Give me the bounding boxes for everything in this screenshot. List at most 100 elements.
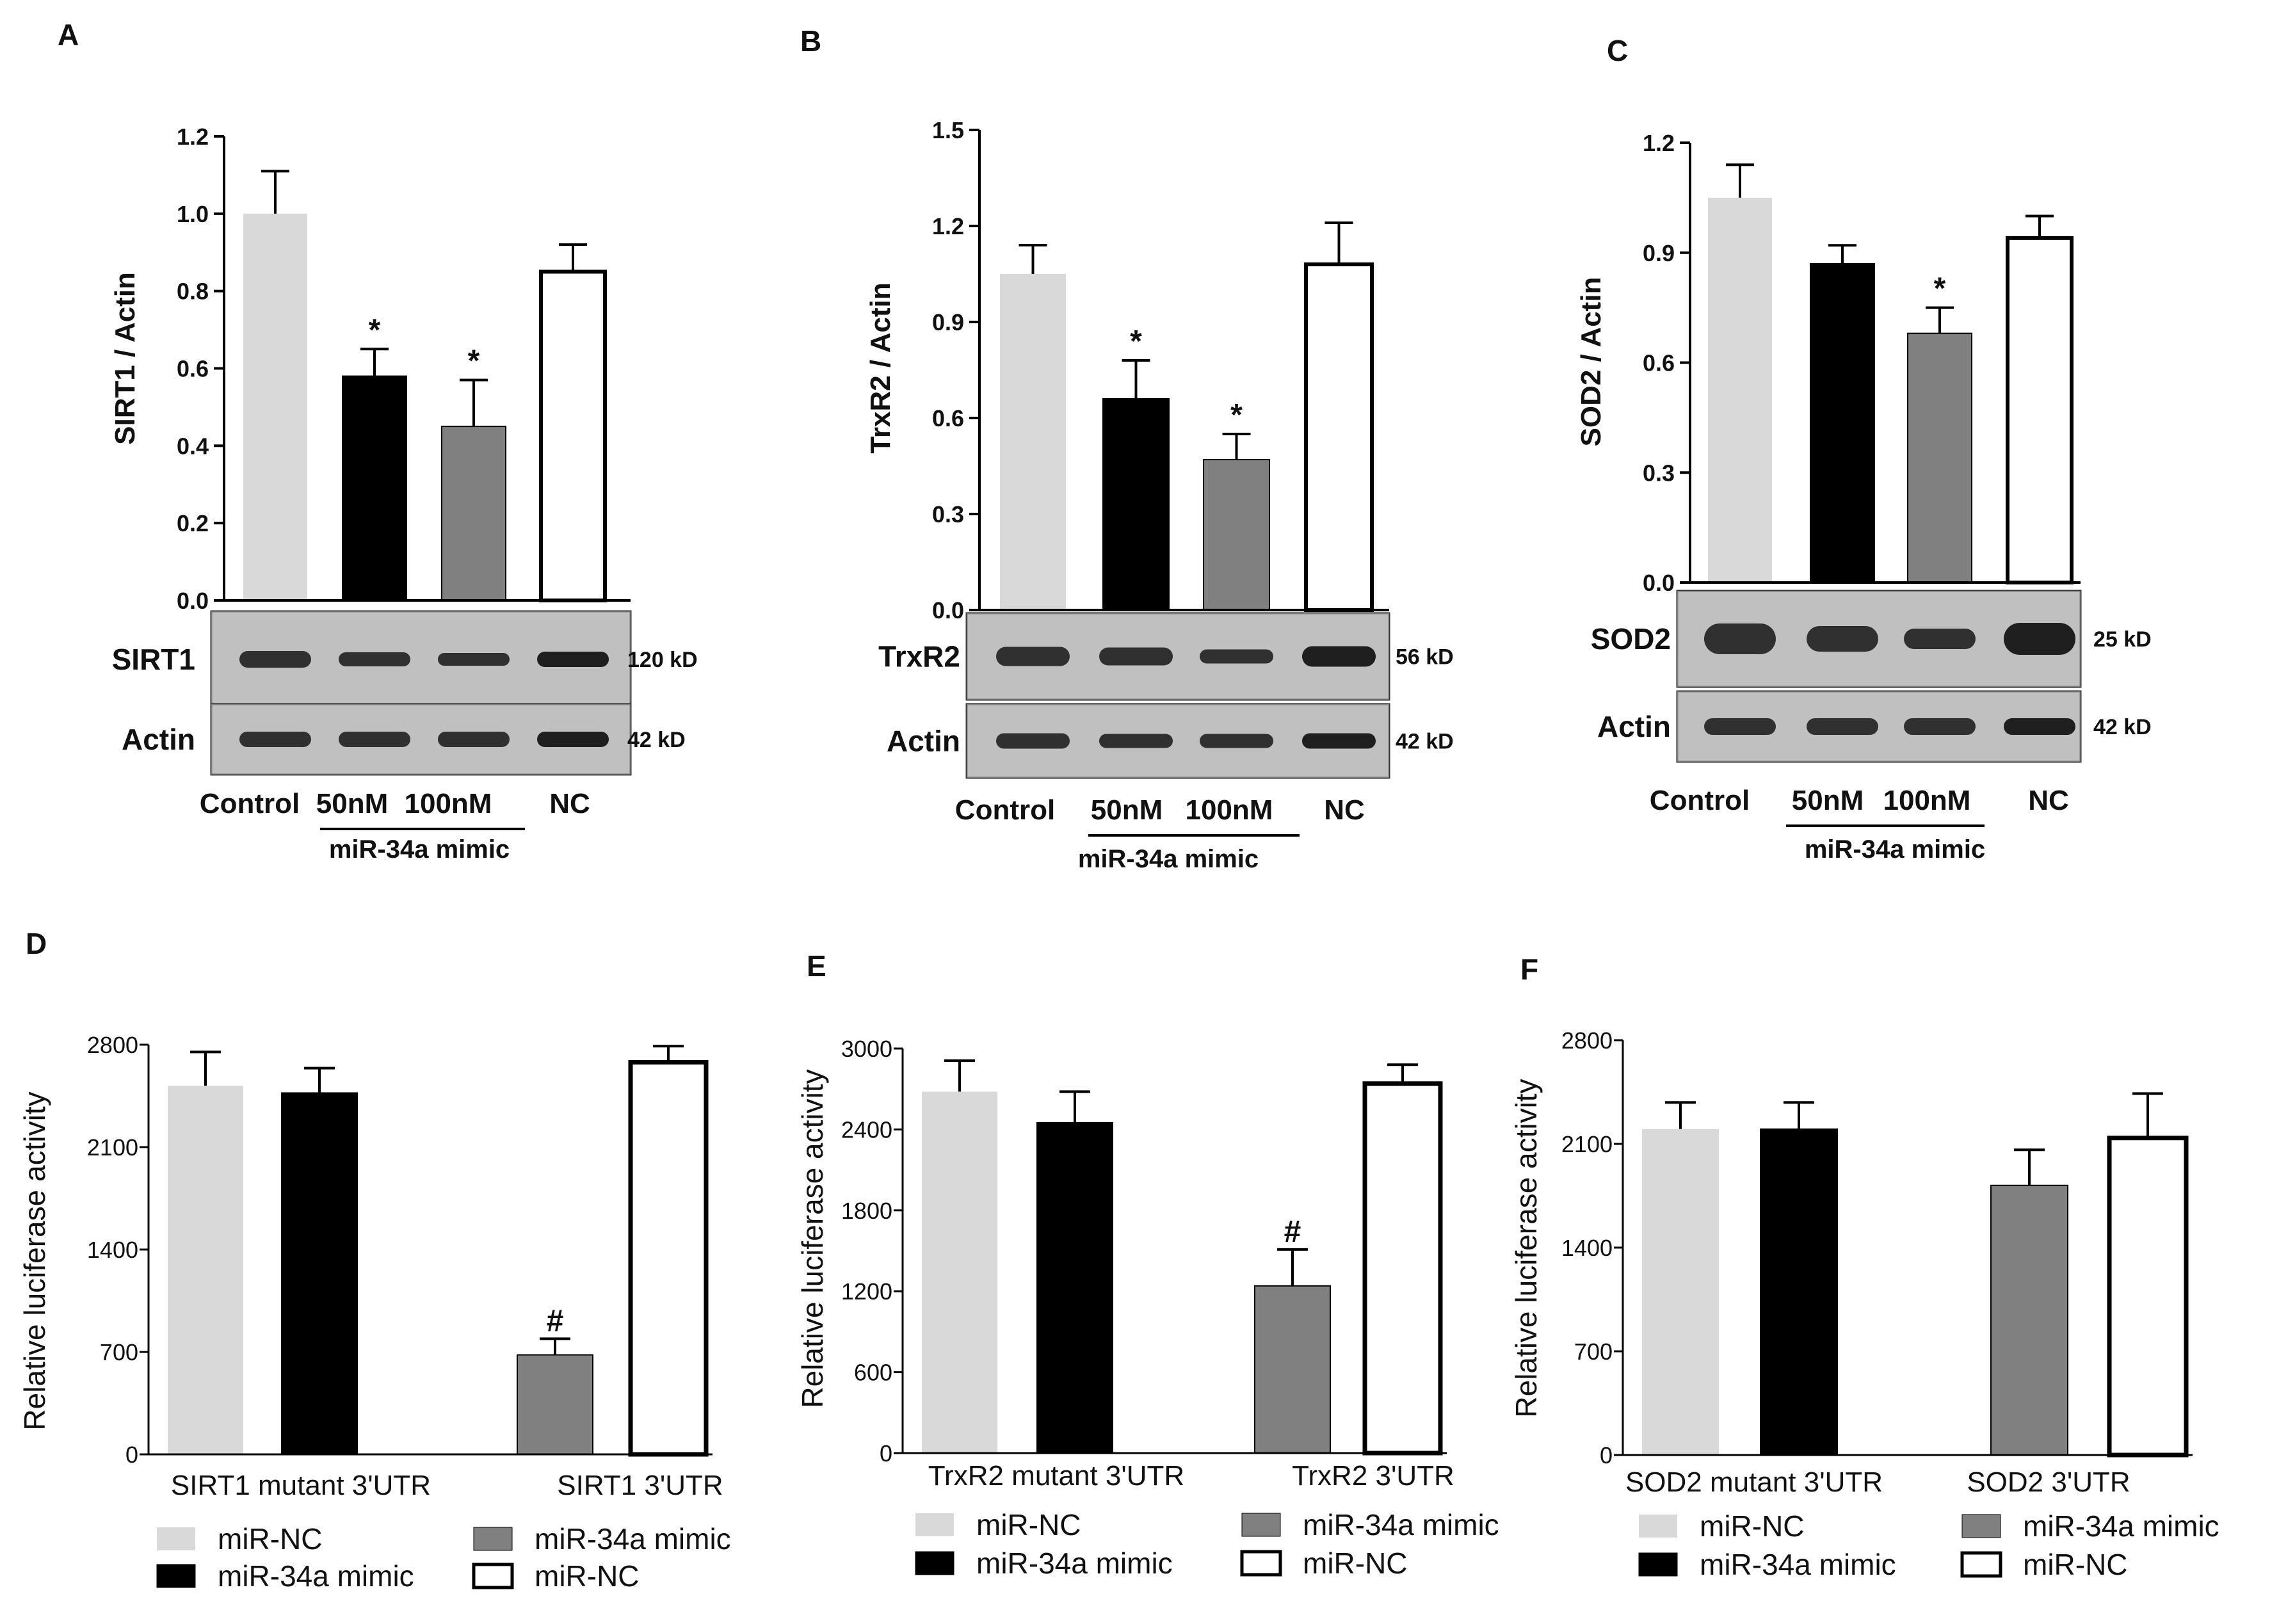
x-category-label: 50nM — [316, 788, 388, 819]
blot-band — [2004, 623, 2075, 655]
y-tick-label: 0.0 — [932, 597, 964, 623]
blot-label: Actin — [887, 725, 960, 758]
blot-kd: 42 kD — [2093, 715, 2152, 739]
blot-label: Actin — [1597, 710, 1671, 743]
y-axis-title: Relative luciferase activity — [796, 1069, 829, 1408]
legend-label: miR-NC — [1700, 1509, 1805, 1543]
x-category-label: NC — [549, 788, 590, 819]
legend-label: miR-34a mimic — [218, 1559, 414, 1593]
panel-label: C — [1607, 34, 1628, 67]
legend-swatch — [473, 1527, 513, 1551]
bar-NC — [1304, 262, 1374, 612]
y-tick-label: 0.9 — [932, 309, 964, 335]
y-tick-label: 0.6 — [932, 405, 964, 431]
y-tick-label: 1800 — [841, 1198, 892, 1224]
x-category-label: 50nM — [1091, 794, 1163, 826]
x-group-label: SOD2 3'UTR — [1967, 1467, 2130, 1498]
bar — [1362, 1081, 1443, 1456]
x-category-label: 50nM — [1792, 785, 1864, 816]
y-tick-label: 0.6 — [177, 356, 209, 382]
bar — [168, 1086, 243, 1454]
bar-NC — [539, 269, 607, 603]
y-axis-title: Relative luciferase activity — [1510, 1079, 1543, 1417]
x-category-label: Control — [955, 794, 1055, 826]
y-tick-label: 2800 — [1561, 1027, 1613, 1054]
bar-100nM — [441, 426, 506, 601]
bar-50nM — [342, 375, 407, 601]
legend-swatch — [1639, 1515, 1677, 1538]
bar-50nM — [1810, 262, 1875, 583]
bar-Control — [1000, 274, 1066, 610]
blot-kd: 120 kD — [627, 648, 698, 672]
y-tick-label: 700 — [1574, 1339, 1613, 1365]
legend-swatch — [915, 1551, 954, 1575]
blot-band — [1807, 718, 1878, 735]
y-tick-label: 0.6 — [1643, 350, 1675, 376]
y-tick-label: 700 — [100, 1339, 138, 1365]
blot-band — [239, 651, 311, 668]
legend-label: miR-34a mimic — [976, 1547, 1173, 1580]
blot-band — [1302, 733, 1376, 749]
x-group-label: TrxR2 3'UTR — [1292, 1460, 1454, 1491]
panel-C: C 0.0 0.3 0.6 0.9 1.2 SOD2 / Actin * SOD2 25 kD Ac… — [1575, 34, 2152, 864]
group-label: miR-34a mimic — [1805, 835, 1985, 864]
group-label: miR-34a mimic — [329, 835, 510, 864]
blot-label: SOD2 — [1591, 622, 1671, 655]
blot-band — [438, 653, 510, 666]
legend-label: miR-NC — [535, 1559, 640, 1593]
group-label: miR-34a mimic — [1078, 845, 1259, 873]
panel-label: E — [807, 949, 826, 983]
panel-D: D 0 700 1400 2100 2800 Relative luciferase act… — [18, 927, 731, 1593]
legend-swatch — [156, 1564, 196, 1588]
y-tick-label: 1.2 — [1643, 130, 1675, 156]
blot-band — [339, 652, 410, 666]
bar — [1036, 1122, 1113, 1454]
blot-band — [996, 647, 1070, 666]
y-tick-label: 0.3 — [1643, 460, 1675, 486]
bar — [1642, 1129, 1719, 1455]
blot-band — [537, 652, 609, 667]
blot-band — [1704, 718, 1776, 735]
y-axis-title: Relative luciferase activity — [18, 1091, 51, 1430]
blot-kd: 42 kD — [627, 728, 686, 752]
blot-kd: 25 kD — [2093, 627, 2152, 652]
bar-100nM — [1907, 332, 1972, 583]
y-tick-label: 1200 — [841, 1278, 892, 1305]
y-tick-label: 0.9 — [1643, 240, 1675, 266]
significance-mark: * — [1130, 325, 1142, 358]
x-group-label: SIRT1 3'UTR — [557, 1470, 723, 1501]
y-tick-label: 2800 — [87, 1032, 138, 1058]
blot-band — [537, 732, 609, 747]
legend-label: miR-NC — [976, 1508, 1081, 1541]
x-category-label: 100nM — [1186, 794, 1273, 826]
bar-100nM — [1203, 459, 1270, 611]
x-category-label: NC — [2028, 785, 2069, 816]
y-tick-label: 0.2 — [177, 510, 209, 536]
significance-mark: # — [1284, 1215, 1301, 1249]
y-tick-label: 0.3 — [932, 501, 964, 527]
blot-band — [1200, 734, 1273, 748]
y-tick-label: 1400 — [1561, 1235, 1613, 1261]
significance-mark: * — [1230, 398, 1243, 432]
bar — [628, 1059, 709, 1457]
legend-label: miR-34a mimic — [1700, 1548, 1896, 1581]
bar — [1760, 1128, 1838, 1456]
panel-F: F 0 700 1400 2100 2800 Relative luciferase act… — [1510, 953, 2219, 1581]
panel-label: D — [26, 927, 47, 960]
y-tick-label: 2100 — [1561, 1131, 1613, 1157]
panel-label: F — [1520, 953, 1538, 986]
blot-band — [1200, 649, 1273, 664]
y-tick-label: 1.0 — [177, 201, 209, 227]
x-group-label: TrxR2 mutant 3'UTR — [928, 1460, 1184, 1491]
significance-mark: # — [547, 1304, 564, 1338]
y-tick-label: 0.0 — [1643, 570, 1675, 596]
blot-label: SIRT1 — [112, 643, 195, 676]
blot-band — [1099, 647, 1173, 666]
y-axis-title: TrxR2 / Actin — [865, 282, 896, 453]
blot-kd: 42 kD — [1396, 730, 1454, 754]
legend-swatch — [1240, 1550, 1282, 1577]
y-tick-label: 1.2 — [932, 213, 964, 239]
blot-band — [1099, 734, 1173, 748]
significance-mark: * — [369, 313, 381, 347]
